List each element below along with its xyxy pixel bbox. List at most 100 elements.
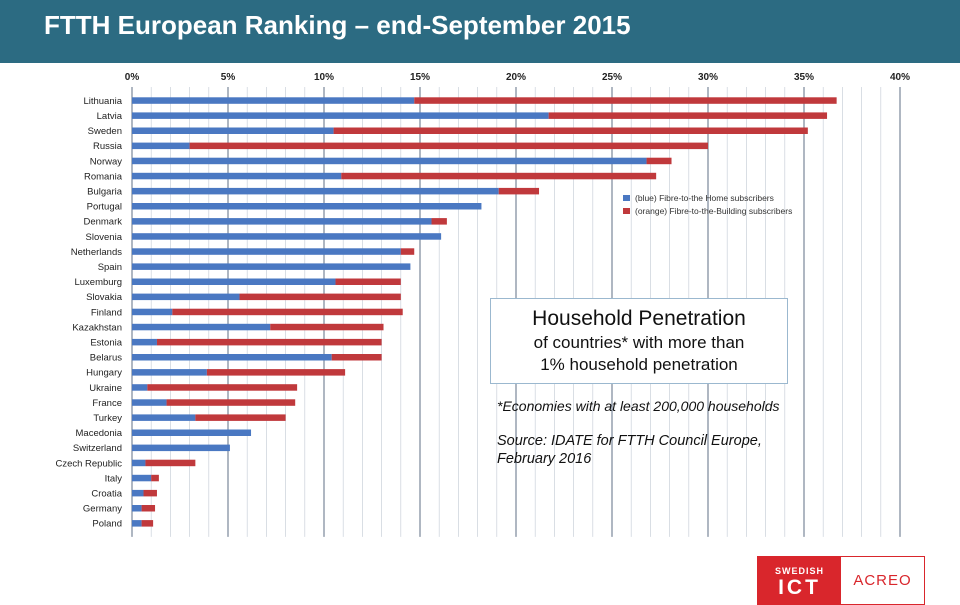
category-label: Latvia (97, 111, 123, 122)
bar-ftth (132, 474, 152, 482)
bar-fttb (341, 172, 657, 180)
bar-ftth (132, 187, 499, 195)
bar-ftth (132, 429, 252, 436)
bar-ftth (132, 157, 647, 165)
header-bar: FTTH European Ranking – end-September 20… (0, 0, 960, 63)
category-label: Switzerland (73, 443, 122, 454)
bar-fttb (431, 218, 447, 225)
logo-red-block: SWEDISH ICT (758, 557, 841, 604)
bar-ftth (132, 414, 196, 421)
bar-ftth (132, 384, 148, 391)
bar-ftth (132, 233, 442, 240)
bar-fttb (195, 414, 286, 421)
category-label: Netherlands (71, 247, 122, 258)
bar-ftth (132, 278, 336, 285)
x-tick-label: 15% (410, 72, 430, 83)
category-label: Germany (83, 504, 122, 515)
household-penetration-box: Household Penetration of countries* with… (490, 298, 788, 384)
bar-ftth (132, 459, 146, 467)
footnote: *Economies with at least 200,000 househo… (497, 398, 780, 414)
category-label: Belarus (90, 353, 122, 364)
bar-fttb (172, 308, 403, 316)
x-tick-label: 30% (698, 72, 718, 83)
category-label: Italy (105, 473, 123, 484)
bar-ftth (132, 203, 482, 210)
x-tick-label: 35% (794, 72, 814, 83)
category-label: Kazakhstan (72, 322, 122, 333)
category-label: Luxemburg (74, 277, 122, 288)
bar-fttb (331, 354, 382, 361)
category-label: Czech Republic (55, 458, 122, 469)
logo-ict-text: ICT (778, 576, 821, 599)
bar-fttb (147, 384, 298, 391)
x-tick-label: 0% (125, 72, 140, 83)
x-tick-label: 10% (314, 72, 334, 83)
bar-fttb (143, 489, 157, 497)
x-tick-label: 25% (602, 72, 622, 83)
category-label: Croatia (91, 488, 122, 499)
bar-fttb (141, 520, 154, 527)
note-heading: Household Penetration (532, 307, 746, 330)
page-title: FTTH European Ranking – end-September 20… (44, 10, 631, 40)
bar-ftth (132, 489, 144, 497)
bar-fttb (548, 112, 828, 119)
category-label: Slovenia (86, 232, 123, 243)
category-label: Lithuania (83, 96, 122, 107)
bar-ftth (132, 399, 167, 406)
category-labels: Lithuania Latvia Sweden Russia Norway Romania… (55, 96, 122, 530)
category-label: Romania (84, 171, 123, 182)
bar-fttb (498, 187, 540, 195)
category-label: Denmark (83, 217, 122, 228)
category-label: Slovakia (86, 292, 123, 303)
logo-swedish-text: SWEDISH (774, 566, 824, 576)
swedish-ict-acreo-logo: SWEDISH ICT ACREO (757, 556, 925, 605)
x-axis-ticks: 0% 5% 10% 15% 20% 25% 30% 35% 40% (125, 72, 910, 83)
category-label: Portugal (87, 202, 122, 213)
bar-ftth (132, 248, 401, 255)
x-tick-label: 40% (890, 72, 910, 83)
bar-ftth (132, 172, 342, 180)
bar-fttb (156, 338, 382, 346)
x-tick-label: 20% (506, 72, 526, 83)
bar-ftth (132, 338, 157, 346)
bar-ftth (132, 218, 432, 225)
bar-fttb (206, 369, 346, 376)
bar-ftth (132, 354, 332, 361)
category-label: Turkey (93, 413, 122, 424)
category-label: Bulgaria (87, 186, 123, 197)
bar-ftth (132, 142, 190, 150)
bar-ftth (132, 263, 411, 270)
note-line-3: 1% household penetration (540, 355, 738, 374)
bar-fttb (166, 399, 296, 406)
bar-ftth (132, 444, 230, 452)
bar-fttb (646, 157, 672, 165)
bar-ftth (132, 127, 334, 134)
source-note: Source: IDATE for FTTH Council Europe, F… (497, 433, 762, 467)
category-label: Hungary (86, 368, 122, 379)
bar-fttb (141, 505, 156, 512)
ftth-ranking-chart: 0% 5% 10% 15% 20% 25% 30% 35% 40% Lithuania Latvi… (55, 72, 910, 537)
category-label: Norway (90, 156, 122, 167)
legend-label: (blue) Fibre-to-the Home subscribers (635, 193, 774, 203)
bar-fttb (414, 97, 837, 104)
x-tick-label: 5% (221, 72, 236, 83)
category-label: Poland (92, 519, 122, 530)
bar-ftth (132, 97, 415, 104)
legend-label: (orange) Fibre-to-the-Building subscribe… (635, 206, 792, 216)
bar-fttb (239, 293, 401, 301)
category-label: France (92, 398, 122, 409)
bar-ftth (132, 369, 207, 376)
category-label: Sweden (88, 126, 122, 137)
bar-fttb (145, 459, 196, 467)
bar-fttb (151, 474, 159, 482)
category-label: Spain (98, 262, 122, 273)
legend-swatch (623, 208, 630, 214)
bar-fttb (189, 142, 709, 150)
bar-fttb (400, 248, 415, 255)
legend: (blue) Fibre-to-the Home subscribers (ora… (623, 193, 792, 216)
bars (132, 97, 837, 527)
bar-fttb (270, 323, 384, 331)
category-label: Ukraine (89, 383, 122, 394)
category-label: Estonia (90, 337, 122, 348)
bar-ftth (132, 112, 549, 119)
